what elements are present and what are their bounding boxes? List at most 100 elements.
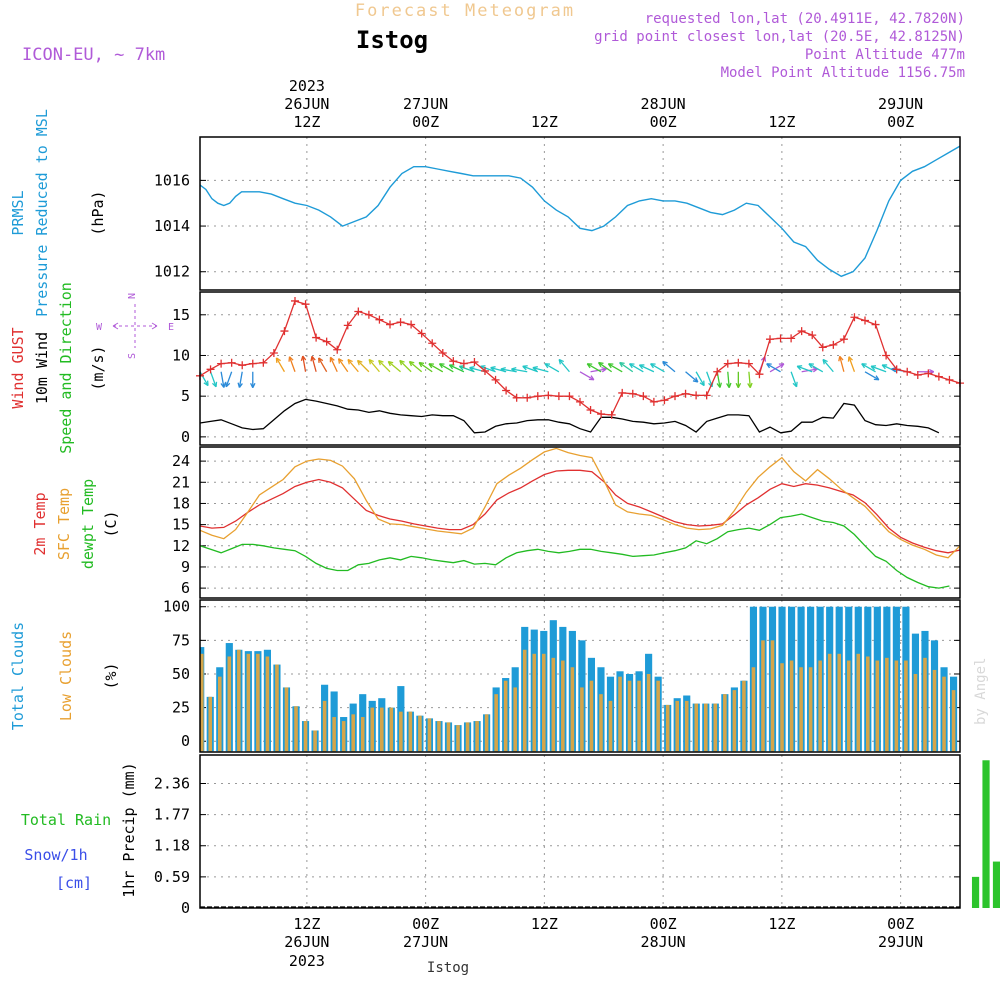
subtitle: Forecast Meteogram (355, 1, 575, 21)
gust-marker (649, 397, 658, 406)
wind-arrow (318, 357, 328, 373)
bottom-time-label: 26JUN (284, 933, 329, 951)
gust-marker (945, 375, 954, 384)
compass-north: N (127, 293, 138, 299)
gust-marker (333, 345, 342, 354)
wind-arrow-head (601, 366, 607, 370)
gust-marker (597, 410, 606, 419)
wind-arrow (662, 360, 676, 373)
wind-arrow-shaft (822, 359, 834, 373)
wind-arrow (544, 363, 560, 373)
wind-arrow-shaft (209, 371, 217, 388)
gust-marker (776, 334, 785, 343)
low-cloud-bar (646, 673, 651, 752)
wind-arrow (399, 359, 412, 373)
gust-marker (269, 349, 278, 358)
wind-arrow-shaft (839, 356, 845, 372)
wind-arrow-head (490, 367, 495, 372)
rain-legend-label: Total Rain (21, 811, 111, 829)
low-cloud-bar (456, 725, 460, 752)
wind-arrow (790, 371, 798, 388)
low-cloud-bar (437, 721, 441, 752)
y-axis-label: 10m Wind (33, 332, 51, 404)
wind-arrow (300, 355, 307, 372)
compass-east: E (168, 322, 174, 333)
low-cloud-bar (408, 711, 413, 752)
low-cloud-bar (561, 660, 565, 752)
y-tick-label: 1012 (154, 263, 190, 281)
low-cloud-bar (904, 660, 908, 752)
low-cloud-bar (246, 653, 251, 752)
low-cloud-bar (475, 721, 479, 752)
y-tick-label: 24 (172, 452, 190, 470)
gust-marker (533, 392, 542, 401)
wind-arrow-head (288, 356, 291, 362)
gust-marker (671, 392, 679, 401)
bottom-time-label: 00Z (887, 915, 914, 933)
wind-arrow (337, 358, 349, 373)
y-axis-label: Pressure Reduced to MSL (33, 109, 51, 317)
wind-arrow-shaft (796, 365, 813, 373)
wind-arrow-head (409, 360, 415, 364)
wind-arrow (579, 371, 595, 381)
wind-arrow-shaft (449, 364, 465, 373)
wind-arrow-head (749, 382, 753, 388)
gust-marker (502, 386, 511, 395)
low-cloud-bar (418, 715, 422, 752)
wind-arrow-head (638, 364, 644, 370)
low-cloud-bar (913, 673, 918, 752)
low-cloud-bar (399, 711, 403, 752)
low-cloud-bar (713, 703, 718, 752)
wind-arrow-head (928, 368, 935, 373)
wind-arrow (408, 360, 423, 373)
y-tick-label: 15 (172, 516, 190, 534)
gust-marker (227, 358, 236, 367)
wind-arrow-head (220, 383, 225, 388)
gust-marker (491, 375, 500, 384)
low-cloud-bar (856, 653, 861, 752)
low-cloud-bar (675, 700, 679, 752)
wind-arrow (199, 371, 209, 387)
gust-marker (713, 367, 722, 376)
gust-marker (607, 410, 616, 419)
top-time-label: 12Z (768, 113, 795, 131)
gust-marker (787, 334, 796, 343)
wind-arrow-head (812, 368, 818, 373)
grid-coords: grid point closest lon,lat (20.5E, 42.81… (594, 29, 965, 45)
model-altitude: Model Point Altitude 1156.75m (721, 65, 965, 81)
low-cloud-bar (360, 717, 365, 752)
wind-arrow-head (419, 361, 425, 365)
top-time-label: 00Z (412, 113, 439, 131)
wind-arrow-shaft (459, 365, 475, 373)
wind-arrow-shaft (639, 364, 655, 373)
wind-arrow-head (469, 366, 475, 369)
panel-border-4 (199, 754, 961, 909)
low-cloud-bar (227, 656, 232, 752)
wind-arrow (586, 363, 602, 373)
y-axis-label: (m/s) (89, 345, 107, 390)
wind-arrow-shaft (848, 356, 856, 372)
wind-arrow-head (822, 359, 825, 365)
low-cloud-bar (789, 660, 794, 752)
y-tick-label: 25 (172, 699, 190, 717)
wind-arrow-head (469, 367, 474, 372)
gust-marker (829, 340, 838, 349)
y-tick-label: 15 (172, 306, 190, 324)
model-label: ICON-EU, ~ 7km (22, 45, 165, 65)
wind-arrow-head (628, 363, 633, 369)
wind-arrow-head (795, 381, 798, 387)
wind-arrow-head (458, 365, 464, 371)
wind-arrow-shaft (558, 359, 570, 373)
low-cloud-bar (732, 690, 737, 752)
wind-arrow-head (532, 366, 538, 369)
compass-west: W (96, 322, 103, 333)
wind-arrow-head (408, 361, 413, 367)
panel-border-0 (199, 136, 961, 291)
low-cloud-bar (332, 717, 336, 752)
wind-arrow-head (875, 375, 880, 381)
wind-arrow-shaft (532, 366, 549, 373)
low-cloud-bar (885, 657, 889, 752)
y-axis-label: 1hr Precip (mm) (120, 762, 138, 897)
bottom-time-label: 29JUN (878, 933, 923, 951)
